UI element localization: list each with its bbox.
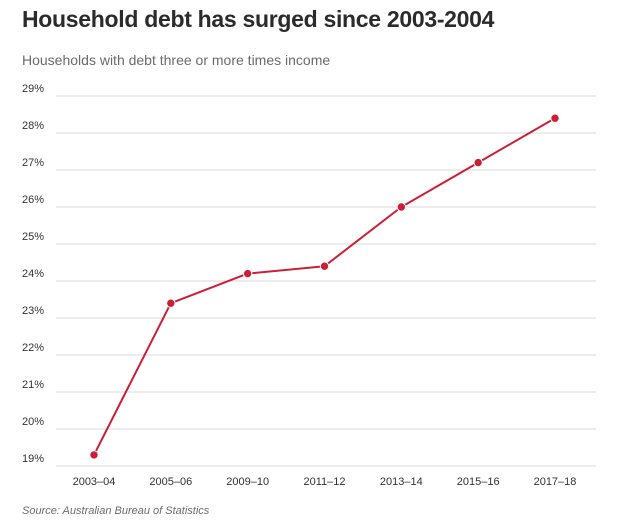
chart-source: Source: Australian Bureau of Statistics [22, 505, 210, 517]
chart-title: Household debt has surged since 2003-200… [22, 6, 495, 32]
chart-subtitle: Households with debt three or more times… [22, 52, 331, 68]
data-point [473, 157, 483, 168]
gridlines [56, 95, 596, 467]
series-line-path [93, 117, 556, 456]
x-tick-label: 2015–16 [457, 476, 500, 488]
y-tick-label: 20% [22, 416, 44, 428]
x-axis-ticks: 2003–04 2005–06 2009–10 2011–12 2013–14 2015–… [73, 476, 577, 488]
x-tick-label: 2011–12 [303, 476, 345, 488]
y-tick-label: 23% [22, 305, 44, 317]
y-tick-label: 29% [22, 83, 44, 95]
y-tick-label: 27% [22, 157, 44, 169]
data-point [396, 202, 407, 212]
data-point [550, 113, 560, 123]
data-point [166, 298, 176, 308]
y-axis-ticks: 19% 20% 21% 22% 23% 24% 25% 26% 27% 28% 29% [22, 83, 44, 465]
y-tick-label: 22% [22, 342, 44, 354]
x-tick-label: 2013–14 [380, 476, 423, 488]
y-tick-label: 25% [22, 231, 44, 243]
y-tick-label: 28% [22, 120, 44, 132]
series-line [93, 117, 556, 456]
data-point [242, 268, 253, 279]
y-tick-label: 19% [22, 453, 44, 465]
x-tick-label: 2003–04 [73, 476, 116, 488]
y-tick-label: 21% [22, 379, 44, 391]
y-tick-label: 26% [22, 194, 44, 206]
y-tick-label: 24% [22, 268, 44, 280]
x-tick-label: 2017–18 [534, 476, 577, 488]
series-points [89, 113, 560, 460]
x-tick-label: 2005–06 [149, 476, 192, 488]
line-chart: 19% 20% 21% 22% 23% 24% 25% 26% 27% 28% 29% 2003–0… [22, 83, 596, 488]
data-point [319, 261, 330, 271]
x-tick-label: 2009–10 [226, 476, 269, 488]
data-point [89, 450, 99, 460]
